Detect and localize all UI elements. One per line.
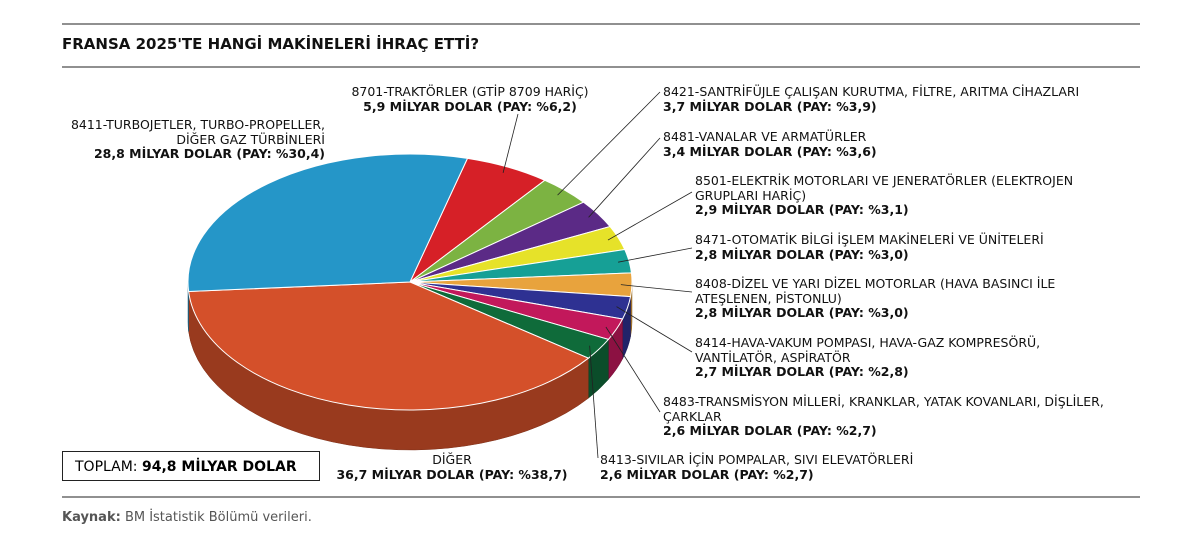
total-label: TOPLAM:	[75, 459, 138, 475]
data-label: 8414-HAVA-VAKUM POMPASI, HAVA-GAZ KOMPRE…	[695, 335, 1095, 380]
value-label: 2,6 MİLYAR DOLAR (PAY: %2,7)	[600, 466, 814, 482]
value-label: 3,4 MİLYAR DOLAR (PAY: %3,6)	[663, 143, 877, 159]
slice	[188, 281, 590, 411]
source-text: BM İstatistik Bölümü verileri.	[124, 510, 312, 525]
data-label: DİĞER 36,7 MİLYAR DOLAR (PAY: %38,7)	[322, 452, 582, 482]
leader-line	[618, 247, 693, 263]
data-label: 8483-TRANSMİSYON MİLLERİ, KRANKLAR, YATA…	[663, 394, 1143, 439]
leader-line	[607, 191, 693, 241]
data-label: 8501-ELEKTRİK MOTORLARI VE JENERATÖRLER …	[695, 173, 1115, 218]
leader-line	[616, 306, 693, 353]
leader-line	[502, 113, 519, 173]
category-label: 8408-DİZEL VE YARI DİZEL MOTORLAR (HAVA …	[695, 276, 1056, 306]
data-label: 8481-VANALAR VE ARMATÜRLER 3,4 MİLYAR DOL…	[663, 129, 1143, 159]
value-label: 2,8 MİLYAR DOLAR (PAY: %3,0)	[695, 246, 909, 262]
data-label: 8471-OTOMATİK BİLGİ İŞLEM MAKİNELERİ VE …	[695, 232, 1115, 262]
value-label: 2,8 MİLYAR DOLAR (PAY: %3,0)	[695, 305, 909, 320]
data-label: 8408-DİZEL VE YARI DİZEL MOTORLAR (HAVA …	[695, 276, 1095, 321]
value-label: 28,8 MİLYAR DOLAR (PAY: %30,4)	[93, 146, 325, 161]
total-box: TOPLAM: 94,8 MİLYAR DOLAR	[62, 451, 320, 481]
leader-line	[605, 326, 661, 413]
leader-line	[588, 137, 661, 218]
category-label: 8411-TURBOJETLER, TURBO-PROPELLER, DİĞER…	[70, 117, 325, 147]
data-label: 8411-TURBOJETLER, TURBO-PROPELLER, DİĞER…	[40, 117, 325, 162]
category-label: 8413-SIVILAR İÇİN POMPALAR, SIVI ELEVATÖ…	[600, 452, 914, 467]
source: Kaynak: BM İstatistik Bölümü verileri.	[62, 510, 312, 525]
category-label: 8421-SANTRİFÜJLE ÇALIŞAN KURUTMA, FİLTRE…	[663, 84, 1080, 99]
category-label: 8481-VANALAR VE ARMATÜRLER	[663, 129, 867, 144]
category-label: 8701-TRAKTÖRLER (GTİP 8709 HARİÇ)	[351, 84, 589, 99]
category-label: 8414-HAVA-VAKUM POMPASI, HAVA-GAZ KOMPRE…	[695, 335, 1041, 365]
data-label: 8413-SIVILAR İÇİN POMPALAR, SIVI ELEVATÖ…	[600, 452, 1020, 482]
category-label: DİĞER	[432, 452, 472, 467]
slice	[187, 153, 469, 293]
value-label: 2,6 MİLYAR DOLAR (PAY: %2,7)	[663, 423, 877, 438]
chart-title: FRANSA 2025'TE HANGİ MAKİNELERİ İHRAÇ ET…	[62, 35, 480, 53]
source-label: Kaynak:	[62, 510, 121, 525]
value-label: 36,7 MİLYAR DOLAR (PAY: %38,7)	[336, 466, 568, 482]
leader-line	[620, 284, 693, 293]
category-label: 8471-OTOMATİK BİLGİ İŞLEM MAKİNELERİ VE …	[695, 232, 1044, 247]
category-label: 8501-ELEKTRİK MOTORLARI VE JENERATÖRLER …	[695, 173, 1074, 203]
value-label: 5,9 MİLYAR DOLAR (PAY: %6,2)	[363, 98, 577, 114]
total-value: 94,8 MİLYAR DOLAR	[141, 459, 297, 475]
value-label: 2,7 MİLYAR DOLAR (PAY: %2,8)	[695, 364, 909, 379]
leader-line	[557, 91, 661, 196]
data-label: 8421-SANTRİFÜJLE ÇALIŞAN KURUTMA, FİLTRE…	[663, 84, 1143, 114]
value-label: 3,7 MİLYAR DOLAR (PAY: %3,9)	[663, 98, 877, 114]
leader-line	[589, 345, 599, 459]
value-label: 2,9 MİLYAR DOLAR (PAY: %3,1)	[695, 202, 909, 217]
category-label: 8483-TRANSMİSYON MİLLERİ, KRANKLAR, YATA…	[663, 394, 1104, 424]
data-label: 8701-TRAKTÖRLER (GTİP 8709 HARİÇ) 5,9 MİL…	[320, 84, 620, 114]
